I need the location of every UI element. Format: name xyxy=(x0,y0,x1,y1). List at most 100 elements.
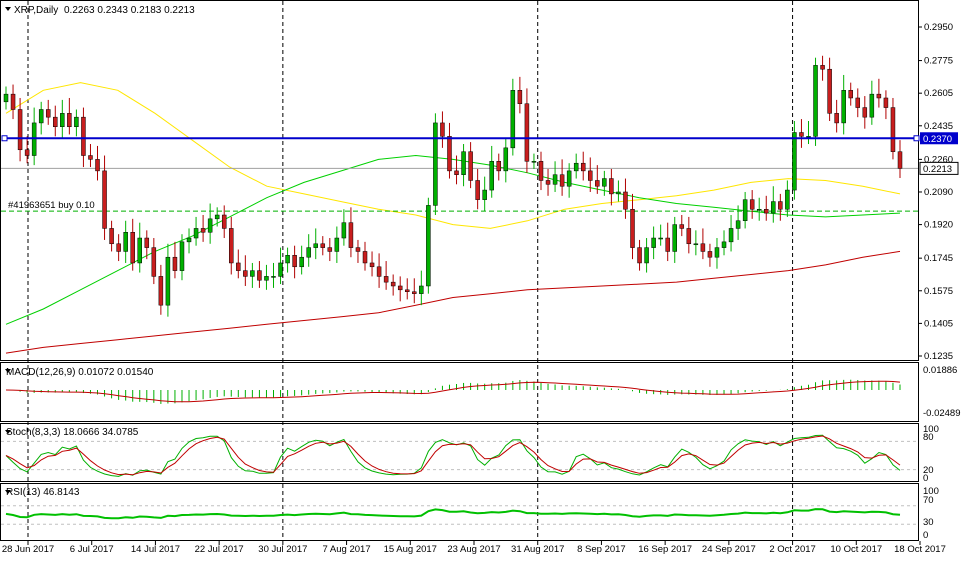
price-tick-label: 0.1405 xyxy=(924,318,953,329)
candle-body xyxy=(651,237,656,248)
rsi-tick-30: 30 xyxy=(923,517,934,528)
line-handle-right[interactable] xyxy=(913,135,920,142)
candle-body xyxy=(109,228,114,245)
candle-body xyxy=(644,247,649,264)
price-tick-label: 0.2950 xyxy=(924,22,953,33)
candle-body xyxy=(630,208,635,248)
time-tick-label: 16 Sep 2017 xyxy=(638,544,692,555)
candle-body xyxy=(623,191,628,210)
candle-body xyxy=(503,147,509,172)
candle-body xyxy=(355,247,361,252)
candle-body xyxy=(440,122,445,137)
candle-body xyxy=(447,136,452,172)
candle-body xyxy=(53,116,58,128)
macd-tick-high: 0.01886 xyxy=(923,365,957,376)
candle-body xyxy=(665,237,670,252)
stoch-title: Stoch(8,3,3) 18.0666 34.0785 xyxy=(6,427,139,438)
candle-body xyxy=(672,224,677,252)
ohlc-values: 0.2263 0.2343 0.2183 0.2213 xyxy=(64,5,195,16)
candle-body xyxy=(693,243,699,246)
rsi-indicator xyxy=(1,505,918,525)
time-tick-label: 8 Sep 2017 xyxy=(577,544,626,555)
candle-body xyxy=(869,93,875,118)
candle-body xyxy=(292,255,297,268)
candle-body xyxy=(566,170,572,187)
stoch-tick-100: 100 xyxy=(923,424,939,435)
moving-average-line xyxy=(5,250,901,354)
macd-title: MACD(12,26,9) 0.01072 0.01540 xyxy=(6,367,154,378)
candle-body xyxy=(602,178,607,187)
candle-body xyxy=(10,93,16,110)
candle-body xyxy=(144,237,150,248)
line-handle-left[interactable] xyxy=(1,135,8,142)
price-tick-label: 0.1745 xyxy=(924,253,953,264)
candle-body xyxy=(595,180,600,187)
candle-body xyxy=(588,170,593,181)
dropdown-triangle-icon xyxy=(5,430,11,434)
candle-body xyxy=(334,237,340,252)
candle-body xyxy=(841,90,846,124)
rsi-title: RSI(13) 46.8143 xyxy=(6,487,80,498)
candle-body xyxy=(165,256,171,306)
candle-body xyxy=(545,180,551,185)
time-tick-label: 6 Jul 2017 xyxy=(70,544,114,555)
candle-body xyxy=(207,218,213,233)
candle-body xyxy=(616,191,621,195)
price-pane-frame xyxy=(0,0,919,361)
candle-body xyxy=(38,109,44,124)
candle-body xyxy=(552,174,558,185)
candle-body xyxy=(679,224,685,229)
candle-body xyxy=(214,214,220,220)
candle-body xyxy=(778,201,783,210)
candle-body xyxy=(433,122,438,206)
candle-body xyxy=(264,276,269,281)
candle-body xyxy=(397,285,403,291)
time-tick-label: 30 Jul 2017 xyxy=(258,544,307,555)
candle-body xyxy=(764,208,769,214)
horizontal-line-price-tag xyxy=(920,132,958,145)
candle-body xyxy=(848,90,853,99)
candle-body xyxy=(538,161,544,181)
candle-body xyxy=(806,136,811,138)
time-tick-label: 22 Jul 2017 xyxy=(195,544,244,555)
price-tick-label: 0.1920 xyxy=(924,220,953,231)
candle-body xyxy=(721,241,727,248)
candle-body xyxy=(412,291,417,294)
candle-body xyxy=(771,201,776,214)
rsi-tick-0: 0 xyxy=(923,530,928,541)
time-tick-label: 31 Aug 2017 xyxy=(511,544,564,555)
candle-body xyxy=(496,161,502,172)
candle-body xyxy=(454,170,459,175)
candle-body xyxy=(60,113,65,128)
candle-body xyxy=(820,65,825,70)
candle-body xyxy=(179,241,185,271)
candle-body xyxy=(827,68,832,114)
candle-body xyxy=(320,243,326,248)
symbol-label: XRP,Daily xyxy=(14,5,58,16)
time-tick-label: 18 Oct 2017 xyxy=(894,544,946,555)
candle-body xyxy=(390,281,396,287)
stoch-tick-20: 20 xyxy=(923,465,934,476)
dropdown-triangle-icon xyxy=(5,369,11,373)
time-tick-label: 28 Jun 2017 xyxy=(2,544,54,555)
candle-body xyxy=(130,232,135,264)
candle-body xyxy=(468,151,473,181)
stoch-tick-0: 0 xyxy=(923,473,928,484)
candle-body xyxy=(193,228,199,239)
candle-body xyxy=(299,256,304,268)
candle-body xyxy=(243,270,248,277)
candle-body xyxy=(45,109,51,118)
candle-body xyxy=(735,220,741,229)
candle-body xyxy=(24,149,30,156)
price-tick-label: 0.1575 xyxy=(924,286,953,297)
candle-body xyxy=(728,228,734,243)
candle-body xyxy=(123,232,128,252)
price-tick-label: 0.2260 xyxy=(924,154,953,165)
time-tick-label: 10 Oct 2017 xyxy=(830,544,882,555)
vertical-gridlines xyxy=(27,1,794,540)
candle-body xyxy=(236,262,241,271)
dropdown-triangle-icon xyxy=(5,490,11,494)
candle-body xyxy=(426,205,431,287)
